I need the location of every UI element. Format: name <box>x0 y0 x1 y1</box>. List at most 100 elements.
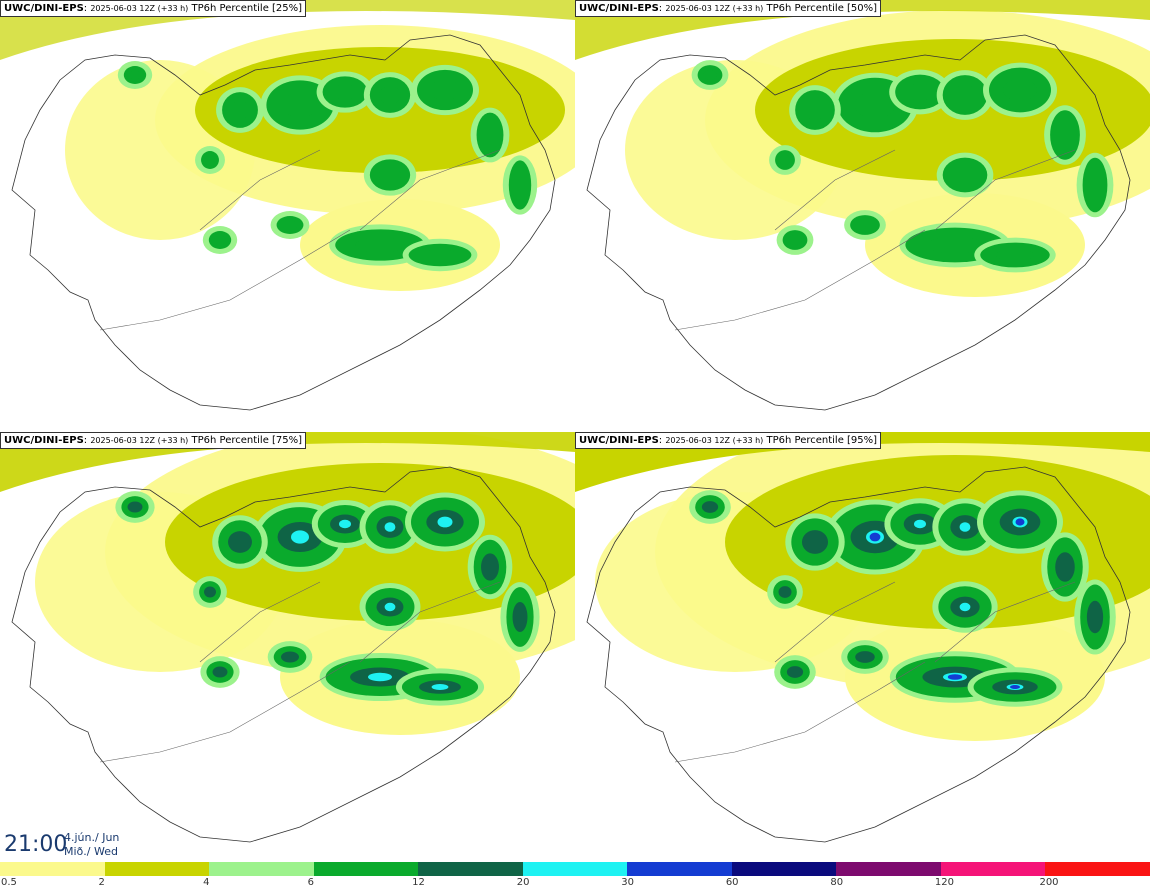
precip-blob-peak <box>437 516 453 528</box>
precip-blob-core <box>952 166 978 184</box>
precip-blob-core <box>378 167 402 183</box>
precip-blob-max <box>1009 685 1021 689</box>
precip-map-p75 <box>0 432 575 843</box>
precip-blob-peak <box>959 602 971 612</box>
precip-blob-core <box>995 248 1035 262</box>
precip-map-p95 <box>575 432 1150 843</box>
precip-blob-core <box>205 155 215 165</box>
precip-blob-core <box>355 237 405 253</box>
legend-label: 6 <box>307 877 314 888</box>
precip-blob-core <box>1056 122 1074 148</box>
legend-swatch <box>731 862 837 876</box>
legend-swatch <box>522 862 628 876</box>
legend-label: 12 <box>412 877 425 888</box>
precip-blob-core <box>778 586 792 598</box>
precip-map-p25 <box>0 0 575 411</box>
precip-blob-peak <box>291 530 309 544</box>
legend-label: 120 <box>934 877 954 888</box>
precip-blob-peak <box>914 519 926 529</box>
precip-field <box>575 0 1150 297</box>
panel-title-p95: UWC/DINI-EPS: 2025-06-03 12Z (+33 h) TP6… <box>575 432 882 449</box>
precip-blob-core <box>701 501 719 513</box>
panel-title-p25: UWC/DINI-EPS: 2025-06-03 12Z (+33 h) TP6… <box>0 0 307 17</box>
precip-blob-core <box>855 651 875 663</box>
precip-blob-core <box>1002 78 1038 102</box>
precip-blob-core <box>906 83 934 101</box>
legend-label: 80 <box>830 877 844 888</box>
precip-blob-core <box>786 666 804 678</box>
road-lines <box>674 149 1076 331</box>
precip-blob-peak <box>959 522 971 532</box>
precip-blob-peak <box>339 519 351 529</box>
color-legend <box>0 862 1150 876</box>
precip-blob-core <box>801 530 829 554</box>
coastline <box>11 466 556 843</box>
precip-blob-core <box>212 666 228 678</box>
precip-blob-core <box>927 236 983 254</box>
legend-swatch <box>0 862 105 876</box>
precip-blob-max <box>869 532 881 542</box>
precip-blob-core <box>804 100 826 120</box>
map-panel-p95: UWC/DINI-EPS: 2025-06-03 12Z (+33 h) TP6… <box>575 432 1150 862</box>
legend-label: 0.5 <box>1 877 17 888</box>
precip-blob-peak <box>384 602 396 612</box>
precip-blob-core <box>281 651 299 663</box>
precip-blob-core <box>512 602 528 632</box>
valid-time: 21:00 <box>4 832 68 857</box>
map-panel-p50: UWC/DINI-EPS: 2025-06-03 12Z (+33 h) TP6… <box>575 0 1150 430</box>
precip-blob-core <box>703 70 717 80</box>
precip-blob-max <box>947 674 963 680</box>
precip-blob-peak <box>384 522 396 532</box>
precip-blob-core <box>128 70 142 80</box>
precip-blob-core <box>1086 600 1104 634</box>
legend-label: 20 <box>516 877 530 888</box>
legend-swatch <box>104 862 210 876</box>
precip-blob-core <box>213 235 227 245</box>
legend-label: 200 <box>1039 877 1059 888</box>
legend-label: 2 <box>98 877 105 888</box>
precip-blob-core <box>513 172 527 198</box>
legend-swatch <box>1045 862 1150 876</box>
precip-blob-core <box>332 84 358 100</box>
road-lines <box>99 581 501 763</box>
precip-blob-core <box>856 220 874 230</box>
panel-title-p50: UWC/DINI-EPS: 2025-06-03 12Z (+33 h) TP6… <box>575 0 882 17</box>
precip-blob-core <box>429 79 461 101</box>
precip-field <box>0 432 575 735</box>
legend-swatch <box>627 862 732 876</box>
precip-blob-core <box>204 586 216 598</box>
precip-blob-core <box>281 92 319 118</box>
panel-title-p75: UWC/DINI-EPS: 2025-06-03 12Z (+33 h) TP6… <box>0 432 307 449</box>
precip-blob-core <box>228 531 252 553</box>
legend-swatch <box>836 862 941 876</box>
precip-blob-core <box>230 101 250 119</box>
precip-blob-core <box>482 123 498 147</box>
legend-labels: 0.5 2 4 6 12 20 30 60 80 120 200 <box>0 877 1150 891</box>
road-lines <box>674 581 1076 763</box>
precip-blob-core <box>481 553 499 581</box>
legend-swatch <box>209 862 314 876</box>
legend-label: 30 <box>621 877 634 888</box>
coastline <box>586 466 1131 843</box>
map-panel-p25: UWC/DINI-EPS: 2025-06-03 12Z (+33 h) TP6… <box>0 0 575 430</box>
precip-blob-core <box>422 249 458 261</box>
legend-swatch <box>313 862 419 876</box>
legend-swatch <box>418 862 523 876</box>
precip-blob-core <box>1055 552 1075 582</box>
valid-time-box: 21:00 4.jún./ Jun Mið./ Wed <box>0 828 130 862</box>
precip-field <box>0 0 575 291</box>
precip-blob-max <box>1015 518 1025 526</box>
legend-swatch <box>940 862 1046 876</box>
precip-blob-core <box>779 155 791 165</box>
precip-blob-peak <box>368 672 392 682</box>
legend-label: 4 <box>203 877 210 888</box>
precip-blob-core <box>127 501 143 513</box>
precip-blob-core <box>378 86 402 104</box>
precip-map-p50 <box>575 0 1150 411</box>
map-panel-p75: UWC/DINI-EPS: 2025-06-03 12Z (+33 h) TP6… <box>0 432 575 862</box>
legend-label: 60 <box>725 877 739 888</box>
precip-blob-core <box>952 85 978 105</box>
coastline <box>586 34 1131 411</box>
precip-field <box>575 432 1150 741</box>
precip-blob-core <box>788 235 802 245</box>
